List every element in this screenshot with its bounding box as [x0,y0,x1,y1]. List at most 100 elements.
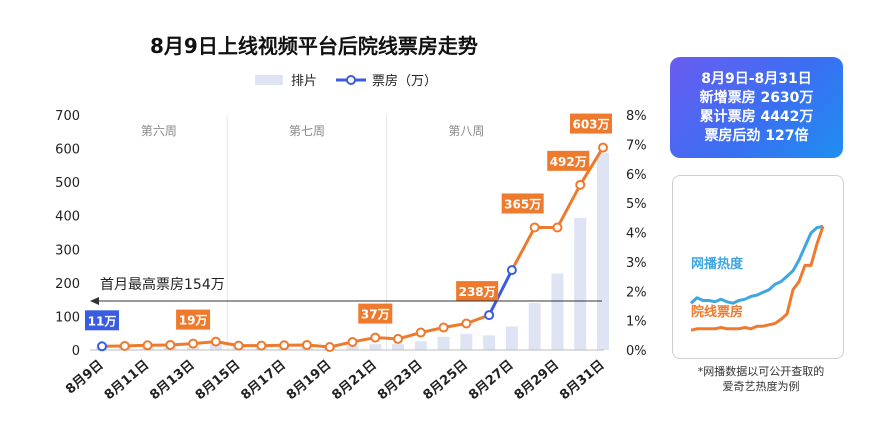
data-label-text: 19万 [179,314,208,328]
x-tick-label: 8月17日 [238,358,288,404]
screening-bar [414,341,427,350]
box-office-point [324,341,335,352]
week-label: 第六周 [141,124,177,138]
summary-box: 8月9日-8月31日 新增票房 2630万 累计票房 4442万 票房后劲 12… [670,57,843,158]
screening-bar [346,345,359,350]
box-office-point [119,340,130,351]
box-office-point [165,339,176,350]
box-office-point [301,339,312,350]
box-office-point [188,338,199,349]
box-office-point [415,327,426,338]
y-left-tick-label: 200 [55,277,80,292]
x-tick-label: 8月13日 [147,358,197,404]
annotation-text: 首月最高票房154万 [100,276,225,293]
screening-bar [597,153,609,350]
y-left-tick-label: 0 [72,344,80,359]
box-office-point [598,142,608,153]
week-label: 第七周 [289,124,325,138]
data-label: 11万 [85,310,119,331]
data-label-box [456,281,499,302]
summary-growth: 票房后劲 127倍 [704,127,809,144]
week-label: 第八周 [448,124,484,138]
annotation: 首月最高票房154万 [90,276,602,305]
data-label-text: 603万 [572,118,609,132]
y-right-tick-label: 5% [626,197,647,212]
data-label: 365万 [501,193,544,214]
data-label-box [85,310,119,331]
data-label: 19万 [176,309,211,330]
box-office-point [461,318,472,329]
data-label-text: 238万 [459,285,496,299]
x-tick-label: 8月21日 [329,358,379,404]
inset-series-label: 院线票房 [691,304,743,320]
box-office-point [506,265,517,276]
screening-bar [437,336,450,350]
screening-bar [574,217,587,350]
y-right-tick-label: 0% [626,344,647,359]
data-label: 37万 [358,303,393,324]
box-office-point [484,310,495,321]
x-tick-label: 8月25日 [421,358,471,404]
footnote-line-2: 爱奇艺热度为例 [722,380,800,393]
box-office-point [233,340,244,351]
y-right-tick-label: 6% [626,168,647,183]
screening-bar [483,335,496,350]
box-office-line [97,142,608,352]
screening-bar [551,273,564,350]
box-office-segment [555,183,582,229]
inset-chart: 网播热度 院线票房 [672,175,844,359]
data-label-text: 37万 [361,308,390,322]
data-label-box [176,309,211,330]
screening-bar [528,303,541,350]
box-office-point [552,222,563,233]
box-office-point [370,332,381,343]
legend-bar-swatch [255,75,283,85]
box-office-point [347,336,358,347]
box-office-segment [510,225,537,272]
box-office-point [279,340,290,351]
inset-series-label: 网播热度 [691,256,744,272]
box-office-segment [578,146,605,187]
chart-title: 8月9日上线视频平台后院线票房走势 [150,34,478,58]
box-office-segment [487,268,514,317]
data-label: 603万 [570,113,612,134]
legend: 排片 票房（万） [255,73,437,89]
x-tick-label: 8月11日 [102,358,152,404]
data-label-box [570,113,612,134]
x-tick-label: 8月9日 [63,358,106,398]
data-label: 492万 [547,150,590,171]
box-office-point [142,340,153,351]
data-labels: 11万 19万 37万 238万 365万 492万 603万 [85,113,612,331]
screening-bar [505,326,518,350]
bars-layer [96,153,609,350]
x-tick-label: 8月29日 [512,358,562,404]
footnote: *网播数据以可公开查取的 爱奇艺热度为例 [676,364,846,394]
box-office-point [256,340,267,351]
data-label-box [358,303,393,324]
y-left-tick-label: 500 [55,176,80,191]
data-label-text: 492万 [550,155,587,169]
box-office-point [438,322,449,333]
y-right-tick-label: 1% [626,315,647,330]
data-label-box [547,150,590,171]
y-right-tick-label: 4% [626,227,647,242]
x-tick-label: 8月27日 [466,358,516,404]
summary-new-box-office: 新增票房 2630万 [699,89,814,106]
x-tick-label: 8月19日 [284,358,334,404]
y-left-tick-label: 300 [55,243,80,258]
x-tick-label: 8月15日 [193,358,243,404]
y-left-tick-label: 100 [55,310,80,325]
data-label: 238万 [456,281,499,302]
y-left-tick-label: 400 [55,210,80,225]
y-left-tick-label: 600 [55,143,80,158]
legend-line-label: 票房（万） [372,73,437,89]
summary-total-box-office: 累计票房 4442万 [699,108,814,125]
box-office-point [529,222,540,233]
box-office-point [393,333,404,344]
screening-bar [460,333,473,350]
screening-bar [369,344,382,350]
inset-series-line [690,225,825,332]
y-right-tick-label: 8% [626,109,647,124]
y-right-tick-label: 7% [626,138,647,153]
